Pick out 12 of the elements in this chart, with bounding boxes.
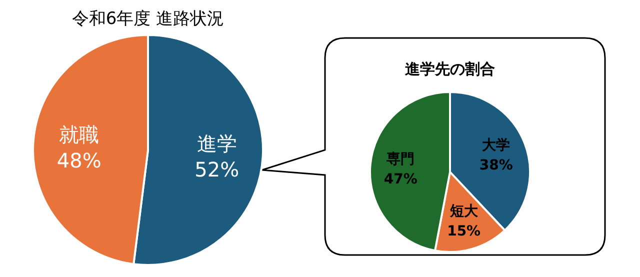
slice-label: 短大 <box>448 204 479 220</box>
slice-label: 専門 <box>386 151 415 168</box>
data-label: 52% <box>194 157 240 182</box>
data-label: 48% <box>56 148 102 173</box>
data-label: 47% <box>384 171 418 188</box>
chart-title: 進学先の割合 <box>404 60 495 78</box>
slice-label: 進学 <box>196 131 237 156</box>
chart-title: 令和6年度 進路状況 <box>72 9 224 29</box>
slice-label: 大学 <box>482 138 510 154</box>
data-label: 15% <box>447 224 481 240</box>
slice-label: 就職 <box>59 122 100 147</box>
data-label: 38% <box>479 158 513 174</box>
